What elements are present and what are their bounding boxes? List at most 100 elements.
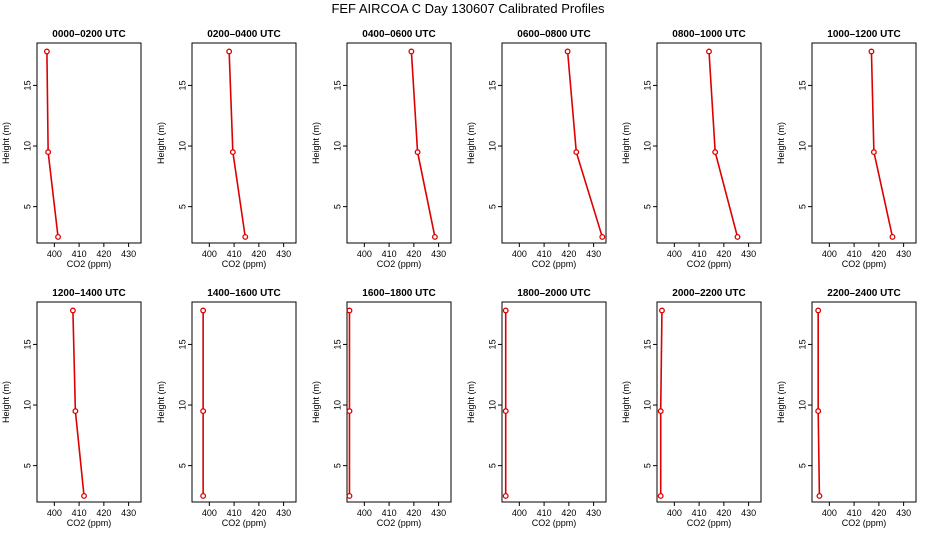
panel-title: 0200–0400 UTC (207, 29, 280, 40)
data-point (815, 307, 822, 314)
y-axis-label: Height (m) (466, 122, 476, 164)
x-tick-label: 430 (276, 249, 291, 259)
x-tick-label: 430 (431, 249, 446, 259)
x-tick-label: 410 (692, 508, 707, 518)
plot-frame (191, 42, 297, 244)
profile-line (228, 51, 247, 238)
x-tick-label: 430 (121, 249, 136, 259)
profile-line (566, 51, 604, 238)
x-tick-label: 410 (227, 508, 242, 518)
panel-4: 0600–0800 UTC 400 410 420 430 5 10 15 CO2 (ppm) H… (466, 29, 607, 269)
plot-frame (501, 42, 607, 244)
y-tick-label: 5 (642, 204, 652, 209)
x-tick-label: 400 (47, 508, 62, 518)
y-tick-label: 15 (487, 80, 497, 90)
plot-frame (501, 301, 607, 503)
x-tick-label: 400 (822, 508, 837, 518)
y-tick-label: 10 (487, 400, 497, 410)
x-tick-label: 420 (871, 249, 886, 259)
y-tick-label: 5 (22, 204, 32, 209)
data-point (200, 408, 207, 415)
data-point (431, 233, 438, 240)
x-tick-label: 410 (382, 508, 397, 518)
data-point (200, 307, 207, 314)
x-tick-label: 430 (896, 249, 911, 259)
y-tick-label: 15 (797, 80, 807, 90)
y-axis-label: Height (m) (311, 122, 321, 164)
data-point (502, 408, 509, 415)
data-point (408, 48, 415, 55)
y-tick-label: 10 (177, 400, 187, 410)
data-point (43, 48, 50, 55)
data-point (659, 307, 665, 314)
x-tick-label: 420 (561, 249, 576, 259)
data-point (573, 149, 580, 156)
panel-1: 0000–0200 UTC 400 410 420 430 5 10 15 CO2 (ppm) H… (1, 29, 142, 269)
data-point (706, 48, 712, 55)
x-tick-label: 410 (537, 249, 552, 259)
x-tick-label: 410 (537, 508, 552, 518)
panel-title: 0400–0600 UTC (362, 29, 435, 40)
y-tick-label: 5 (22, 463, 32, 468)
panel-title: 2000–2200 UTC (672, 288, 745, 299)
x-axis-label: CO2 (ppm) (222, 518, 267, 528)
x-tick-label: 400 (47, 249, 62, 259)
x-tick-label: 400 (512, 508, 527, 518)
data-point (346, 492, 353, 499)
panel-title: 1400–1600 UTC (207, 288, 280, 299)
data-point (72, 408, 79, 415)
y-tick-label: 15 (22, 339, 32, 349)
data-point (414, 149, 421, 156)
y-tick-label: 5 (642, 463, 652, 468)
y-tick-label: 5 (797, 463, 807, 468)
y-tick-label: 5 (177, 204, 187, 209)
data-point (346, 408, 353, 415)
x-tick-label: 430 (276, 508, 291, 518)
x-tick-label: 410 (692, 249, 707, 259)
x-axis-label: CO2 (ppm) (67, 259, 112, 269)
y-axis-label: Height (m) (1, 381, 11, 423)
x-axis-label: CO2 (ppm) (842, 518, 887, 528)
x-tick-label: 400 (202, 508, 217, 518)
x-tick-label: 420 (251, 508, 266, 518)
profile-line (72, 310, 85, 497)
data-point (502, 492, 509, 499)
data-point (229, 149, 236, 156)
y-tick-label: 15 (332, 339, 342, 349)
y-axis-label: Height (m) (621, 122, 631, 164)
panel-title: 0000–0200 UTC (52, 29, 125, 40)
data-point (712, 149, 719, 156)
x-tick-label: 420 (716, 249, 731, 259)
x-tick-label: 410 (847, 508, 862, 518)
y-tick-label: 5 (177, 463, 187, 468)
panel-12: 2200–2400 UTC 400 410 420 430 5 10 15 CO2 (ppm) H… (776, 288, 917, 528)
x-tick-label: 420 (96, 508, 111, 518)
x-tick-label: 400 (667, 508, 682, 518)
x-axis-label: CO2 (ppm) (532, 259, 577, 269)
x-tick-label: 410 (847, 249, 862, 259)
profile-line (708, 51, 739, 238)
panel-5: 0800–1000 UTC 400 410 420 430 5 10 15 CO2 (ppm) H… (621, 29, 762, 269)
plot-frame (811, 42, 917, 244)
y-tick-label: 10 (332, 400, 342, 410)
x-tick-label: 400 (822, 249, 837, 259)
y-tick-label: 15 (797, 339, 807, 349)
plot-frame (811, 301, 917, 503)
y-tick-label: 10 (332, 141, 342, 151)
plot-frame (191, 301, 297, 503)
x-tick-label: 420 (871, 508, 886, 518)
data-point (815, 408, 822, 415)
x-tick-label: 400 (357, 508, 372, 518)
y-tick-label: 5 (797, 204, 807, 209)
y-tick-label: 15 (177, 339, 187, 349)
panel-title: 1200–1400 UTC (52, 288, 125, 299)
x-axis-label: CO2 (ppm) (687, 259, 732, 269)
x-tick-label: 430 (896, 508, 911, 518)
x-axis-label: CO2 (ppm) (377, 259, 422, 269)
x-tick-label: 420 (561, 508, 576, 518)
panel-8: 1400–1600 UTC 400 410 420 430 5 10 15 CO2 (ppm) H… (156, 288, 297, 528)
y-axis-label: Height (m) (156, 122, 166, 164)
x-tick-label: 420 (251, 249, 266, 259)
chart-title: FEF AIRCOA C Day 130607 Calibrated Profi… (331, 1, 605, 16)
profile-line (817, 310, 821, 496)
